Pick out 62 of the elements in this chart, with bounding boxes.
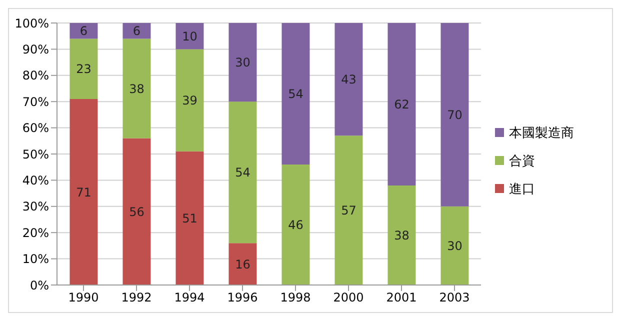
bar [122,22,151,38]
y-tick-label: 70% [22,94,49,108]
data-label: 39 [182,93,198,108]
data-label: 38 [129,81,144,96]
y-tick-label: 90% [22,42,49,56]
y-tick-label: 80% [22,68,49,82]
data-label: 10 [182,28,198,43]
data-label: 54 [235,165,250,180]
bar [228,101,257,243]
bar [70,22,98,38]
bar [440,22,469,206]
bar [176,150,204,284]
data-label: 70 [447,107,462,122]
bar [282,164,310,284]
data-label: 54 [288,86,304,100]
data-label: 43 [341,72,356,86]
bar [70,98,98,284]
bar [176,22,204,49]
legend-label: 進口 [509,180,535,198]
x-tick-label: 2003 [439,290,470,304]
data-label: 46 [288,218,304,232]
bar [70,38,98,98]
y-tick-label: 0% [30,278,49,292]
data-label: 23 [76,62,92,76]
y-tick-label: 60% [22,120,49,135]
x-tick-label: 1992 [121,290,152,304]
legend-label: 本國製造商 [509,124,574,142]
data-label: 51 [182,210,198,225]
y-tick-label: 20% [22,225,49,240]
bar [282,22,310,164]
data-label: 57 [341,203,356,218]
data-label: 16 [235,256,250,271]
y-tick-label: 40% [22,172,49,187]
data-label: 30 [235,55,250,70]
x-tick-label: 2000 [333,290,364,304]
x-tick-label: 1994 [174,290,205,304]
y-tick-label: 10% [22,252,49,266]
x-tick-label: 1996 [227,290,258,304]
bar [228,242,257,284]
data-label: 71 [76,184,92,199]
data-label: 6 [80,24,88,38]
bar [388,22,416,185]
data-label: 6 [132,24,141,38]
bar [440,206,469,284]
bar [334,135,363,284]
y-tick-label: 100% [14,16,49,30]
legend-label: 合資 [509,152,535,170]
bar [228,22,257,102]
y-tick-label: 50% [22,146,49,161]
bar [334,22,363,136]
data-label: 38 [394,228,410,242]
bar [122,38,151,138]
bar [176,48,204,151]
x-tick-label: 1990 [68,290,99,304]
x-tick-label: 2001 [386,290,417,304]
y-tick-label: 30% [22,199,49,214]
bar [122,138,151,284]
data-label: 62 [394,96,410,111]
data-label: 56 [129,204,144,218]
x-tick-label: 1998 [280,290,311,304]
data-label: 30 [447,238,462,252]
bar [388,184,416,284]
